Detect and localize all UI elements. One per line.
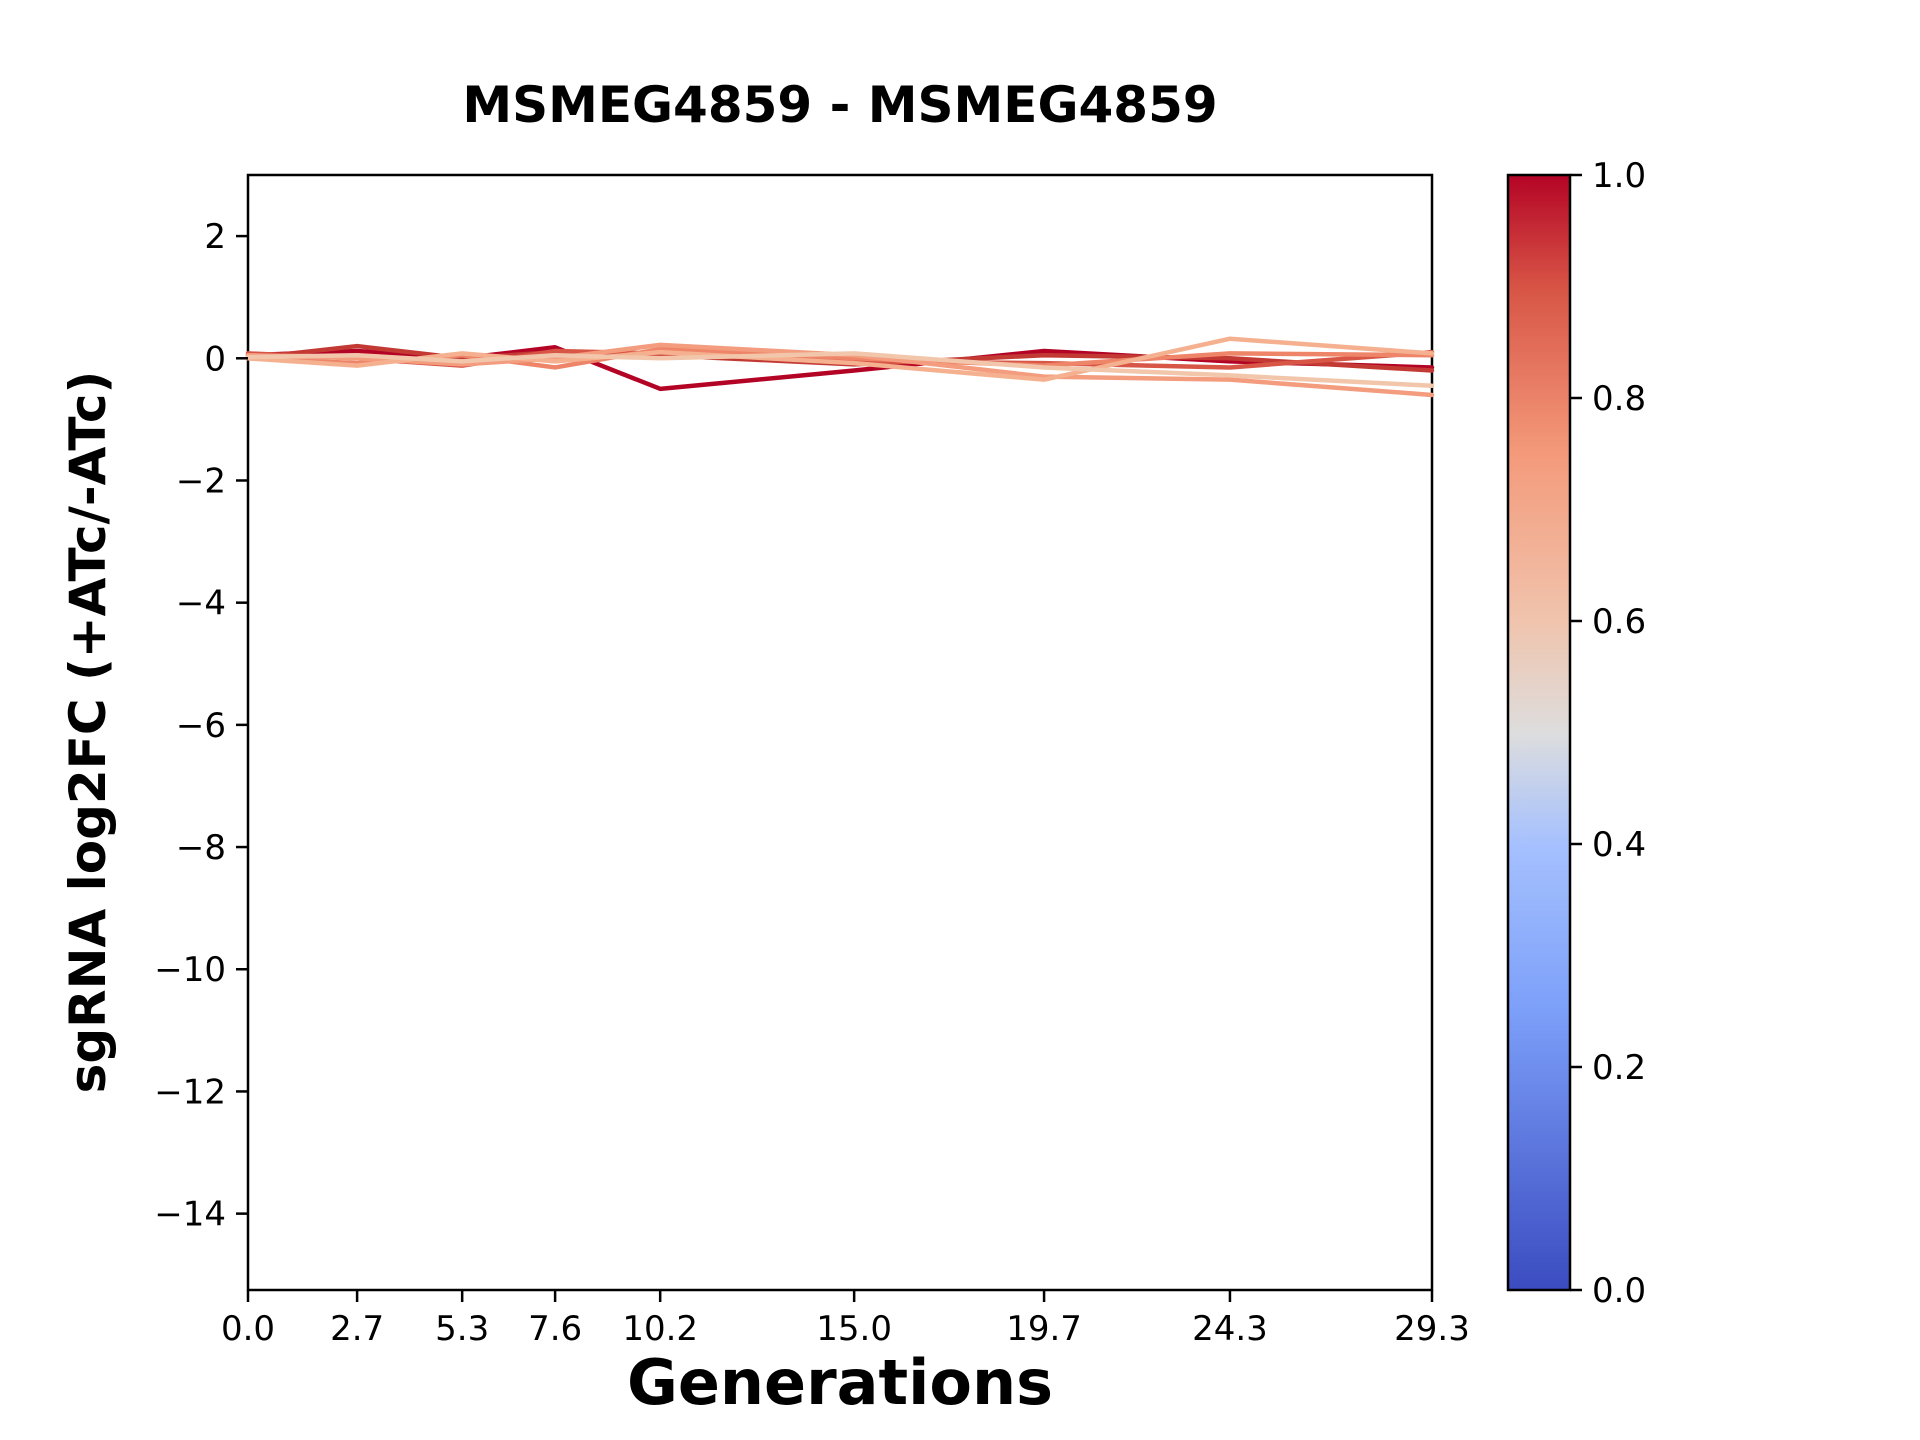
series-line <box>245 336 1435 382</box>
y-tick-label: 0 <box>204 339 226 379</box>
x-tick-label: 19.7 <box>1006 1309 1082 1349</box>
y-tick-label: −12 <box>154 1072 226 1112</box>
colorbar <box>1506 173 1572 1292</box>
y-tick-label: 2 <box>204 217 226 257</box>
series-line <box>245 351 1435 389</box>
colorbar-tick-label: 1.0 <box>1592 156 1646 196</box>
colorbar-tick-label: 0.8 <box>1592 379 1646 419</box>
y-tick-label: −8 <box>176 828 226 868</box>
chart-title: MSMEG4859 - MSMEG4859 <box>462 76 1218 134</box>
y-tick-label: −14 <box>154 1195 226 1235</box>
x-tick-label: 10.2 <box>622 1309 698 1349</box>
x-tick-label: 29.3 <box>1394 1309 1470 1349</box>
x-tick-label: 24.3 <box>1192 1309 1268 1349</box>
colorbar-tick-label: 0.6 <box>1592 602 1646 642</box>
y-tick-label: −10 <box>154 950 226 990</box>
y-tick-label: −2 <box>176 461 226 501</box>
x-axis-label: Generations <box>626 1346 1054 1419</box>
x-tick-label: 5.3 <box>435 1309 489 1349</box>
colorbar-tick-label: 0.0 <box>1592 1271 1646 1311</box>
colorbar-tick-label: 0.2 <box>1592 1048 1646 1088</box>
x-tick-label: 15.0 <box>816 1309 892 1349</box>
colorbar-tick-label: 0.4 <box>1592 825 1646 865</box>
x-tick-label: 7.6 <box>528 1309 582 1349</box>
x-tick-label: 2.7 <box>330 1309 384 1349</box>
y-tick-label: −4 <box>176 584 226 624</box>
x-tick-label: 0.0 <box>221 1309 275 1349</box>
y-tick-label: −6 <box>176 706 226 746</box>
